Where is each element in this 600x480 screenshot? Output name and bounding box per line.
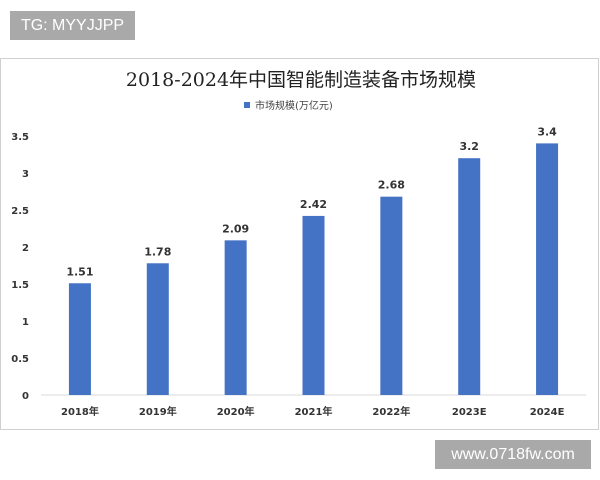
data-label: 1.51	[66, 265, 93, 278]
legend-label: 市场规模(万亿元)	[255, 99, 333, 112]
chart-panel: 2018-2024年中国智能制造装备市场规模 市场规模(万亿元) 0 0.5 1 1.…	[0, 58, 599, 430]
bar	[146, 263, 169, 395]
bar	[68, 283, 91, 395]
bar	[224, 240, 247, 395]
bar	[380, 196, 403, 395]
y-tick-label: 3.5	[11, 132, 29, 143]
x-tick-label: 2020年	[217, 405, 255, 418]
bar	[536, 143, 559, 395]
data-label: 3.4	[537, 125, 557, 138]
x-tick-label: 2022年	[372, 405, 410, 418]
y-tick-label: 1.5	[11, 280, 29, 291]
x-tick-label: 2024E	[530, 407, 565, 418]
data-label: 2.68	[378, 179, 405, 192]
y-tick-label: 2	[22, 243, 29, 254]
data-label: 2.09	[222, 222, 249, 235]
x-tick-label: 2019年	[139, 405, 177, 418]
bar-chart: 2018-2024年中国智能制造装备市场规模 市场规模(万亿元) 0 0.5 1 1.…	[11, 69, 586, 418]
watermark-top-left: TG: MYYJJPP	[10, 11, 135, 40]
data-label: 1.78	[144, 245, 171, 258]
y-tick-label: 3	[22, 169, 29, 180]
data-label: 3.2	[459, 140, 479, 153]
bar	[458, 158, 481, 395]
x-tick-label: 2023E	[452, 407, 487, 418]
legend-swatch	[244, 102, 250, 108]
x-tick-label: 2021年	[295, 405, 333, 418]
y-tick-label: 0	[22, 391, 29, 402]
y-tick-label: 1	[22, 317, 29, 328]
y-tick-label: 0.5	[11, 354, 29, 365]
data-label: 2.42	[300, 198, 327, 211]
watermark-bottom-right: www.0718fw.com	[435, 440, 591, 469]
bar	[302, 215, 325, 395]
x-tick-label: 2018年	[61, 405, 99, 418]
y-tick-label: 2.5	[11, 206, 29, 217]
chart-title: 2018-2024年中国智能制造装备市场规模	[126, 69, 476, 91]
